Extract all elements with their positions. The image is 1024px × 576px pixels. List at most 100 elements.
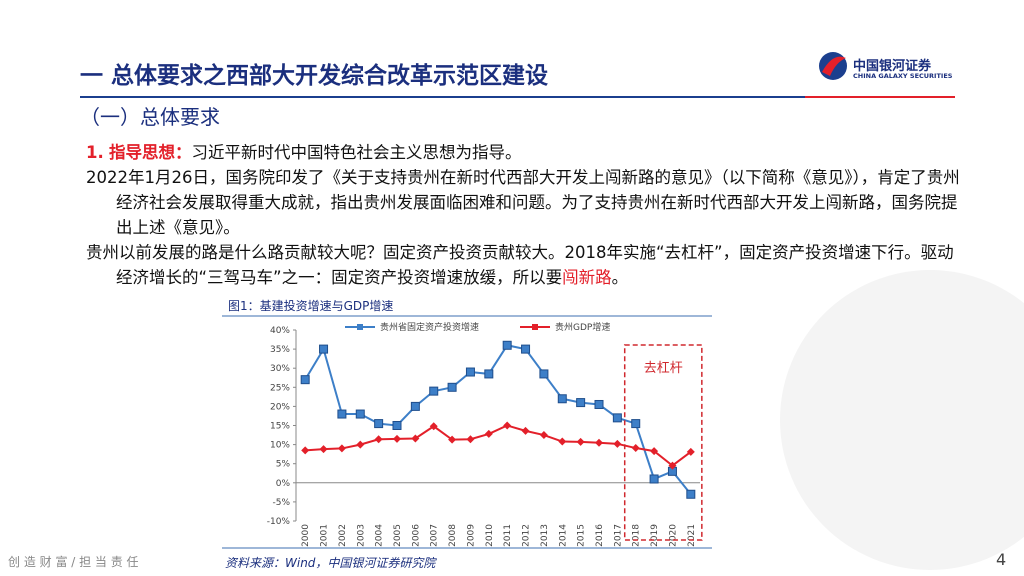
point: [319, 344, 329, 354]
point-text: 2022年1月26日，国务院印发了《关于支持贵州在新时代西部大开发上闯新路的意见…: [86, 168, 960, 237]
series-line: [304, 344, 692, 495]
point: [355, 409, 365, 419]
legend-marker: [357, 324, 363, 330]
x-tick-label: 2019: [650, 524, 660, 547]
point-number: 1.: [86, 143, 104, 162]
point: [576, 437, 585, 446]
y-tick-label: 10%: [270, 441, 290, 451]
annotation: 去杠杆: [644, 360, 683, 376]
slogan: 创 造 财 富 / 担 当 责 任: [8, 555, 139, 569]
body-text: 1. 指导思想：习近平新时代中国特色社会主义思想为指导。 2022年1月26日，…: [86, 140, 966, 290]
point: [393, 434, 401, 443]
point: [686, 447, 695, 456]
x-tick-label: 2007: [430, 524, 440, 547]
y-tick-label: 40%: [270, 326, 290, 336]
point-text: 。: [611, 268, 629, 287]
y-tick-label: 20%: [270, 402, 290, 412]
highlight: 闯新路: [562, 268, 612, 287]
point: [319, 445, 328, 454]
point: [374, 419, 384, 429]
point: [484, 369, 494, 379]
point: [392, 421, 402, 430]
point: [337, 444, 346, 453]
point: [374, 435, 383, 444]
point: [612, 413, 622, 423]
point: [466, 435, 475, 444]
point: [613, 439, 622, 448]
point: [465, 367, 475, 377]
x-tick-label: 2009: [466, 524, 476, 547]
series-line: [305, 424, 692, 467]
x-tick-label: 2006: [411, 524, 421, 547]
x-tick-label: 2013: [540, 524, 550, 547]
legend-label: 贵州GDP增速: [555, 321, 610, 333]
point: [650, 447, 659, 456]
x-tick-label: 2003: [356, 524, 366, 547]
x-tick-label: 2017: [613, 524, 623, 547]
point: [484, 429, 493, 438]
x-tick-label: 2021: [687, 524, 697, 547]
point: [521, 426, 530, 435]
point: [539, 431, 548, 440]
chart-title: 图1：基建投资增速与GDP增速: [228, 299, 394, 313]
x-tick-label: 2014: [558, 524, 568, 547]
legend-label: 贵州省固定资产投资增速: [380, 321, 479, 333]
point: [539, 369, 549, 379]
y-tick-label: 0%: [276, 479, 291, 489]
x-tick-label: 2018: [632, 524, 642, 547]
point: [649, 474, 659, 484]
point: [668, 461, 677, 470]
point: [576, 398, 586, 408]
point: [558, 437, 567, 446]
section-title: （一）总体要求: [80, 105, 220, 129]
x-tick-label: 2005: [393, 524, 403, 547]
x-tick-label: 2015: [577, 524, 587, 547]
point: 1. 指导思想：习近平新时代中国特色社会主义思想为指导。: [86, 140, 966, 165]
point: [300, 375, 310, 385]
y-tick-label: 25%: [270, 383, 290, 393]
point: [503, 421, 512, 430]
y-tick-label: -10%: [267, 517, 291, 527]
point: [337, 409, 347, 419]
y-tick-label: 5%: [276, 460, 291, 470]
point: 2022年1月26日，国务院印发了《关于支持贵州在新时代西部大开发上闯新路的意见…: [86, 165, 966, 240]
point: [686, 489, 696, 499]
point: [631, 444, 640, 453]
point: [631, 419, 641, 429]
logo-swoosh: [822, 56, 846, 76]
point-label: 指导思想：: [109, 143, 192, 162]
x-tick-label: 2020: [668, 524, 678, 547]
logo-english: CHINA GALAXY SECURITIES: [853, 72, 953, 80]
x-tick-label: 2012: [522, 524, 532, 547]
y-tick-label: 35%: [270, 345, 290, 355]
logo-name: 中国银河证券: [853, 59, 932, 74]
y-tick-label: 15%: [270, 422, 290, 432]
bg-shape: [780, 270, 1024, 570]
x-tick-label: 2004: [375, 524, 385, 547]
point: [410, 401, 420, 411]
x-tick-label: 2001: [320, 524, 330, 547]
point-text: 习近平新时代中国特色社会主义思想为指导。: [191, 143, 522, 162]
chart-source: 资料来源：Wind，中国银河证券研究院: [225, 556, 436, 570]
point: [301, 446, 310, 455]
x-tick-label: 2010: [485, 524, 495, 547]
point: [429, 422, 438, 431]
point: [502, 340, 512, 350]
point: [595, 438, 603, 447]
point: [557, 394, 567, 404]
point: [429, 386, 439, 396]
x-tick-label: 2008: [448, 524, 458, 547]
x-tick-label: 2002: [338, 524, 348, 547]
point: 贵州以前发展的路是什么路贡献较大呢？固定资产投资贡献较大。2018年实施“去杠杆…: [86, 240, 966, 290]
x-tick-label: 2000: [301, 524, 311, 547]
point: [521, 344, 531, 354]
y-tick-label: 30%: [270, 364, 290, 374]
point: [411, 434, 420, 443]
slide-title: 一 总体要求之西部大开发综合改革示范区建设: [80, 63, 549, 89]
page-number: 4: [996, 550, 1007, 569]
point: [448, 435, 457, 444]
legend-marker: [532, 324, 538, 330]
